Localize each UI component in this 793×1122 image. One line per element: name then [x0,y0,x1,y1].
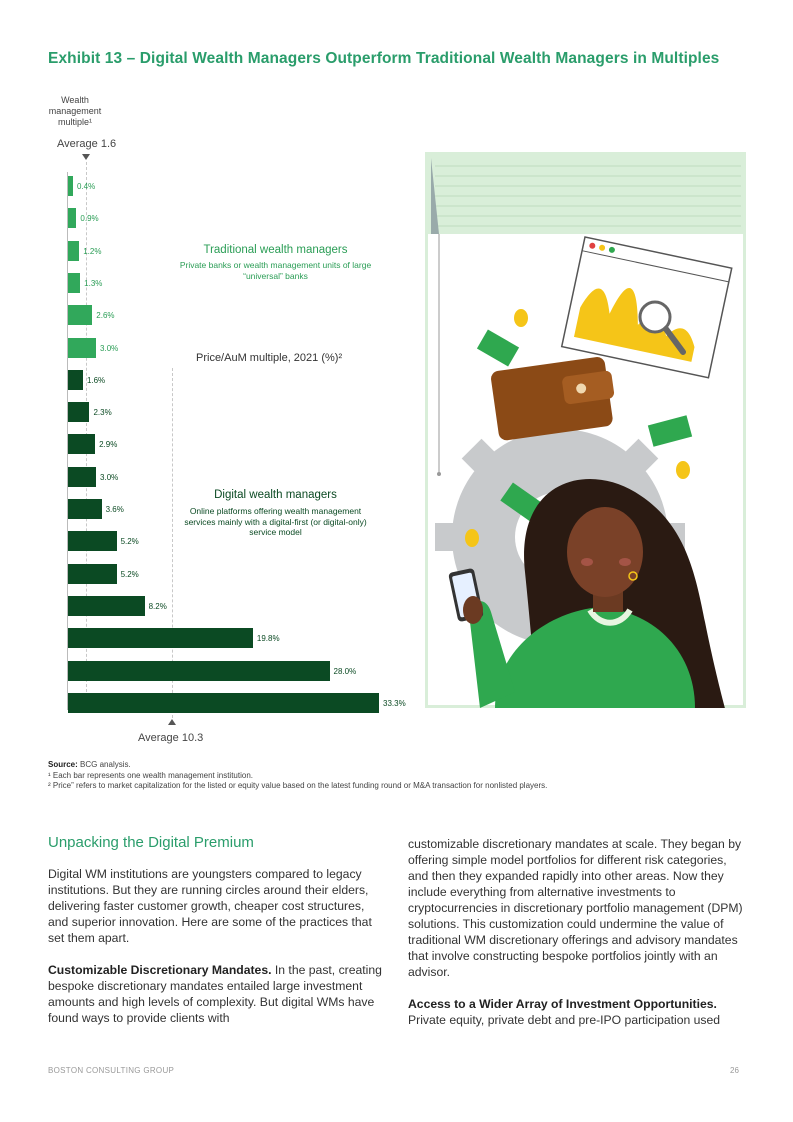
bar-dig-4 [68,466,97,487]
bar-dig-1 [68,369,83,390]
chart-baseline [67,172,68,710]
bar-label-dig-1: 1.6% [86,375,106,385]
bar-trad-3 [68,240,80,261]
bar-trad-1 [68,176,73,196]
bar-dig-11 [68,692,379,713]
bar-label-trad-1: 0.4% [77,182,96,191]
source-text: BCG analysis. [80,760,131,769]
bar-dig-6 [68,531,117,552]
average-top-label: Average 1.6 [57,138,117,150]
bar-dig-8 [68,595,145,616]
body-column-right: customizable discretionary mandates at s… [408,836,743,1044]
legend-digital-title: Digital wealth managers [214,489,337,501]
bar-dig-2 [68,402,90,423]
bar-label-dig-6: 5.2% [120,537,139,547]
average-bottom-label: Average 10.3 [138,732,204,744]
page-number: 26 [730,1066,739,1075]
legend-traditional-description: Private banks or wealth management units… [179,260,372,281]
exhibit-title: Exhibit 13 – Digital Wealth Managers Out… [48,50,720,67]
bar-dig-7 [68,563,117,584]
bar-dig-9 [68,628,253,649]
woman-with-phone-wealth-illustration [425,152,746,708]
bar-label-dig-4: 3.0% [100,472,119,482]
bar-label-trad-5: 2.6% [96,311,115,321]
bar-label-dig-2: 2.3% [93,408,112,418]
paragraph-investment-access-text: Private equity, private debt and pre-IPO… [408,1013,721,1027]
bar-trad-4 [68,272,81,293]
paragraph-investment-access: Access to a Wider Array of Investment Op… [408,996,743,1028]
bar-label-dig-9: 19.8% [256,634,280,644]
source-label: Source: [48,760,78,769]
bar-dig-5 [68,499,102,519]
paragraph-discretionary: Customizable Discretionary Mandates. In … [48,962,383,1026]
paragraph-investment-access-lead: Access to a Wider Array of Investment Op… [408,997,717,1011]
bar-label-trad-3: 1.2% [83,246,102,256]
paragraph-discretionary-lead: Customizable Discretionary Mandates. [48,963,272,977]
bar-dig-3 [68,434,96,455]
bar-label-trad-6: 3.0% [100,343,119,353]
bar-label-dig-10: 28.0% [333,666,357,676]
chart-subtitle: Price/AuM multiple, 2021 (%)² [196,352,343,364]
bar-label-dig-3: 2.9% [99,440,118,450]
average-top-line [86,162,87,702]
footnote-1: ¹ Each bar represents one wealth managem… [48,770,254,780]
average-bottom-arrow-icon [168,719,176,725]
paragraph-discretionary-text: In the past, creating bespoke discretion… [48,963,382,1025]
paragraph-discretionary-continued: customizable discretionary mandates at s… [408,837,743,979]
bar-trad-5 [68,305,93,326]
average-top-arrow-icon [82,154,90,160]
body-column-left: Unpacking the Digital Premium Digital WM… [48,834,383,1042]
footnote-2: ² Price” refers to market capitalization… [48,781,548,790]
legend-traditional-title: Traditional wealth managers [203,244,348,256]
bar-label-dig-11: 33.3% [383,698,406,708]
paragraph-intro: Digital WM institutions are youngsters c… [48,867,372,945]
section-heading: Unpacking the Digital Premium [48,834,254,851]
footer-publisher: BOSTON CONSULTING GROUP [48,1066,175,1075]
bar-dig-10 [68,660,330,681]
y-axis-label: Wealth management multiple¹ [48,95,102,127]
source-notes: Source: BCG analysis. ¹ Each bar represe… [48,760,748,792]
bar-trad-2 [68,208,77,229]
bar-trad-6 [68,337,97,358]
average-bottom-line [172,368,173,718]
bar-label-dig-7: 5.2% [120,569,139,579]
bar-label-dig-5: 3.6% [105,505,124,514]
bar-label-trad-2: 0.9% [80,214,99,224]
bar-label-trad-4: 1.3% [84,278,103,288]
bar-label-dig-8: 8.2% [148,601,167,611]
legend-digital-description: Online platforms offering wealth managem… [184,506,367,537]
